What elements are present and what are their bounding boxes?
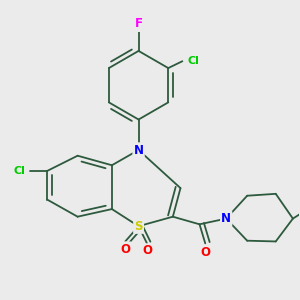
Text: N: N (221, 212, 231, 225)
Text: F: F (135, 16, 142, 30)
Text: O: O (142, 244, 152, 257)
Text: N: N (134, 143, 144, 157)
Text: O: O (120, 243, 130, 256)
Text: Cl: Cl (14, 166, 26, 176)
Text: O: O (200, 246, 210, 260)
Text: Cl: Cl (187, 56, 199, 66)
Text: S: S (134, 220, 143, 233)
